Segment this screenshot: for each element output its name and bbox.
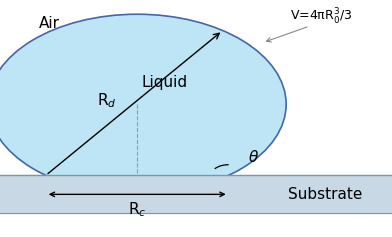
Text: Substrate: Substrate <box>288 187 363 202</box>
Text: R$_d$: R$_d$ <box>97 91 116 110</box>
Bar <box>0 175 392 213</box>
Text: Liquid: Liquid <box>142 75 188 91</box>
Text: θ: θ <box>248 150 258 165</box>
Bar <box>0 175 392 213</box>
Circle shape <box>0 14 286 194</box>
Text: Air: Air <box>39 16 60 31</box>
Text: R$_c$: R$_c$ <box>128 200 147 219</box>
Text: V=4πR$_0^3$/3: V=4πR$_0^3$/3 <box>290 7 353 27</box>
